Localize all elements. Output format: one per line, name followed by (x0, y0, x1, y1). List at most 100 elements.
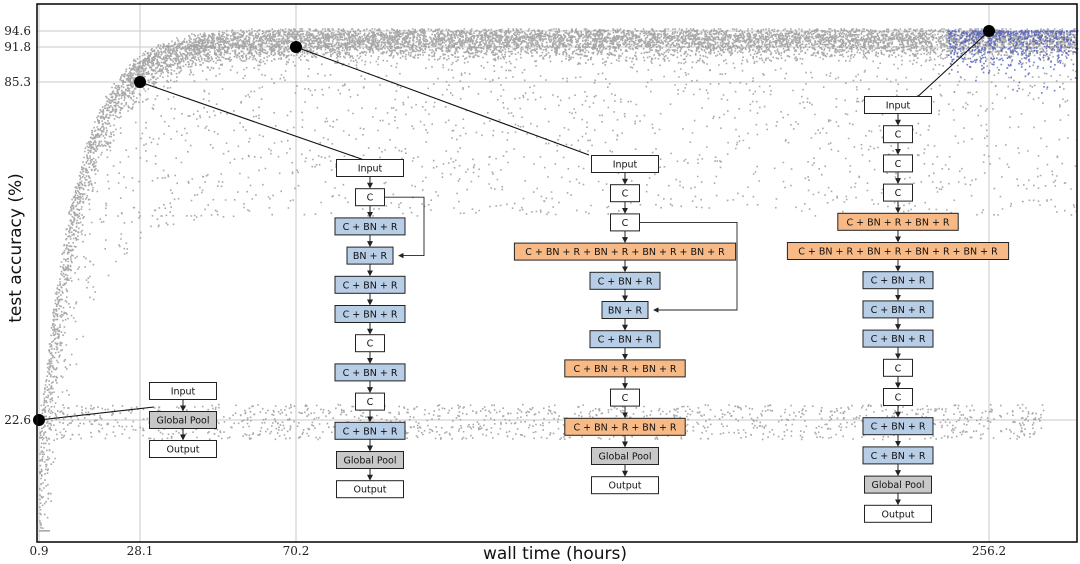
layer-box (564, 417, 686, 436)
layer-box (149, 411, 217, 429)
layer-box (334, 275, 406, 294)
layer-label: Output (354, 485, 387, 496)
y-tick-label: 91.8 (4, 40, 31, 54)
layer-box (837, 212, 959, 231)
layer-box (864, 475, 932, 494)
layer-label: C + BN + R (598, 276, 653, 287)
late-population-points (947, 30, 1079, 94)
layer-box (883, 125, 913, 144)
y-tick-label: 94.6 (4, 24, 31, 38)
layer-label: C (895, 159, 902, 170)
layer-box (336, 480, 404, 499)
architecture-diagram: Input C C C C + BN + R + BN + R C + BN + R + … (786, 96, 1010, 523)
x-axis-title: wall time (hours) (483, 544, 627, 564)
layer-label: C (367, 339, 374, 350)
axis-ticks: 0.9 28.1 70.2 256.2 94.6 91.8 85.3 22.6 (4, 24, 1006, 558)
layer-label: C (622, 393, 629, 404)
layer-label: Output (609, 481, 642, 492)
x-tick-label: 0.9 (29, 544, 48, 558)
layer-label: C + BN + R (871, 276, 926, 287)
layer-label: Output (882, 509, 915, 520)
layer-label: C + BN + R + BN + R (573, 364, 676, 375)
layer-box (864, 504, 932, 523)
layer-label: C (622, 218, 629, 229)
layer-label: C + BN + R + BN + R + BN + R + BN + R (525, 247, 725, 258)
layer-label: C + BN + R (343, 310, 398, 321)
layer-label: Global Pool (599, 452, 652, 463)
layer-label: BN + R (608, 306, 643, 317)
highlighted-point (983, 25, 995, 37)
x-tick-label: 28.1 (127, 544, 154, 558)
y-tick-label: 22.6 (4, 413, 31, 427)
layer-label: Global Pool (344, 456, 397, 467)
layer-label: C (895, 363, 902, 374)
layer-label: Global Pool (872, 480, 925, 491)
point-connector (139, 81, 371, 163)
point-connectors (38, 30, 990, 421)
layer-label: Input (171, 387, 196, 398)
layer-label: Input (613, 160, 638, 171)
highlighted-point (33, 414, 45, 426)
layer-label: C (622, 189, 629, 200)
layer-label: C (367, 193, 374, 204)
plot-frame (36, 3, 1078, 543)
layer-label: C (895, 188, 902, 199)
layer-label: Input (358, 164, 383, 175)
x-tick-label: 256.2 (972, 544, 1006, 558)
layer-box (564, 359, 686, 378)
layer-label: C + BN + R (871, 305, 926, 316)
y-axis-title: test accuracy (%) (6, 173, 26, 323)
layer-box (862, 271, 934, 290)
y-tick-label: 85.3 (4, 75, 31, 89)
layer-label: C + BN + R + BN + R + BN + R + BN + R (798, 247, 998, 258)
layer-box (591, 155, 659, 173)
layer-box (334, 363, 406, 382)
layer-box (862, 300, 934, 319)
layer-box (149, 440, 217, 458)
layer-box (883, 358, 913, 377)
layer-label: C (367, 397, 374, 408)
layer-label: Global Pool (157, 416, 210, 427)
highlighted-point (290, 41, 302, 53)
layer-box (591, 476, 659, 495)
skip-connection (639, 221, 738, 313)
layer-box (336, 451, 404, 469)
layer-box (149, 382, 217, 400)
architecture-diagram: Input C C + BN + R BN + R C + BN + R C + BN +… (334, 159, 425, 499)
layer-label: C + BN + R (598, 335, 653, 346)
layer-label: C + BN + R + BN + R (573, 422, 676, 433)
layer-label: BN + R (353, 251, 388, 262)
layer-box (610, 184, 640, 203)
layer-box (336, 159, 404, 177)
layer-box (862, 446, 934, 465)
layer-label: Input (886, 101, 911, 112)
layer-box (355, 334, 385, 353)
x-tick-label: 70.2 (283, 544, 310, 558)
layer-box (334, 217, 406, 236)
layer-box (883, 154, 913, 173)
layer-box (786, 242, 1010, 260)
layer-label: C + BN + R (343, 222, 398, 233)
architecture-diagram: Input Global Pool Output (149, 382, 217, 458)
layer-label: Output (167, 445, 200, 456)
layer-box (862, 417, 934, 436)
layer-label: C (895, 130, 902, 141)
architecture-diagram: Input C C C + BN + R + BN + R + BN + R + BN… (513, 155, 738, 495)
layer-label: C + BN + R (871, 422, 926, 433)
layer-label: C + BN + R (343, 368, 398, 379)
layer-box (610, 388, 640, 407)
point-connector (38, 406, 155, 421)
layer-box (513, 242, 737, 261)
layer-box (591, 447, 659, 465)
layer-box (334, 421, 406, 440)
layer-box (862, 329, 934, 348)
layer-box (864, 96, 932, 114)
layer-box (883, 183, 913, 202)
point-connector (295, 46, 590, 156)
layer-label: C (895, 393, 902, 404)
layer-label: C + BN + R (343, 426, 398, 437)
highlighted-point (134, 76, 146, 88)
layer-label: C + BN + R (871, 334, 926, 345)
point-connector (912, 30, 990, 102)
